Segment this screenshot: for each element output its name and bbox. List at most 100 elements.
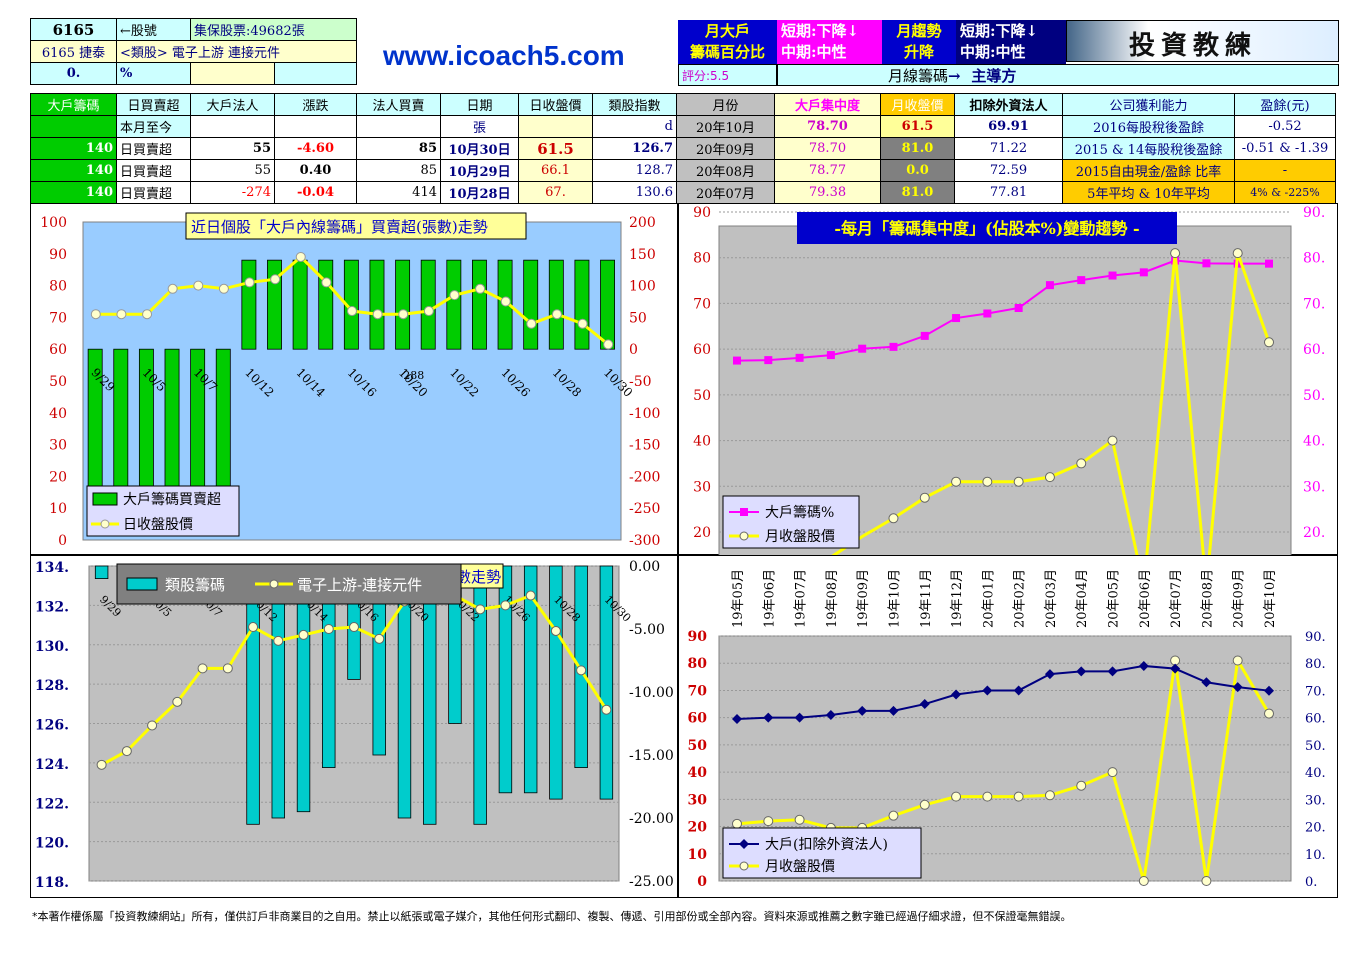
chart-title: 數走勢 [456,568,501,586]
chart-big-ex-foreign: 19年05月 19年06月 19年07月 19年08月 19年09月 19年10月 19年1… [688,569,1326,890]
point [888,705,899,716]
col-inst: 大戶法人 [190,93,275,116]
point [193,280,204,291]
col-conc: 大戶集中度 [774,93,881,116]
point [889,342,898,351]
point [347,306,357,317]
y-tick-left: 30 [49,438,67,454]
row3-date: 10月28日 [440,181,519,204]
point [244,277,255,288]
legend-swatch-bar [126,577,158,591]
bar [548,259,564,350]
x-tick-label: 19年08月 [825,569,840,628]
website-link[interactable]: www.icoach5.com [383,40,625,71]
y-tick-left: 0 [697,874,707,890]
bar [600,259,615,350]
y-tick-left: 100 [40,215,67,231]
col-idx: 類股指數 [592,93,677,116]
y-tick-right: 80. [1305,657,1326,672]
point [1076,666,1087,677]
col-daily: 日買賣超 [116,93,191,116]
series-line [736,259,1269,362]
point [1044,790,1055,801]
bar [472,259,487,350]
point [577,318,588,329]
point [1170,248,1181,259]
point [1170,663,1181,674]
point [500,600,511,611]
point [142,309,153,320]
y-tick-right: 10. [1305,848,1326,863]
profit1-value: -0.51 & -1.39 [1234,137,1336,160]
m2-month: 20年08月 [676,159,775,182]
bar [94,565,109,580]
point [349,622,359,633]
chart-big-holders-daily: 0 10 20 30 40 50 60 70 80 90 100 -300 -250 -200 -150 -1… [40,212,660,549]
point [374,633,385,644]
profit2-value: - [1234,159,1336,182]
chart-monthly-concentration: 20 30 40 50 60 70 80 90 20. 30. 40. 50. 60. 70. 80. 90.… [693,205,1325,557]
logo: 投資教練 [1129,31,1258,61]
footer-note: *本著作權係屬「投資教練網站」所有，僅供訂戶非商業目的之自用。禁止以紙張或電子媒… [32,910,1072,923]
point [273,635,284,646]
row1-inst: 55 [190,137,275,160]
y-tick-right: -20.00 [629,811,674,827]
point [982,476,993,487]
point [1265,259,1273,268]
y-tick-right: 70. [1303,296,1325,312]
series-line [736,656,1271,882]
point [982,791,993,802]
y-tick-right: 70. [1305,684,1326,699]
point [323,624,334,634]
point [857,705,868,716]
x-tick-label: 20年02月 [1013,569,1028,628]
row1-net: 85 [356,137,441,160]
y-tick-right: -300 [629,533,660,549]
m3-close: 81.0 [880,181,955,204]
point [222,663,233,674]
point [794,712,805,723]
col-month: 月份 [676,93,775,116]
point [888,810,899,821]
point [398,309,409,320]
y-tick-left: 70 [688,683,708,699]
y-tick-left: 80 [693,251,711,267]
point [1107,435,1118,446]
row0-net [356,115,441,138]
data-grid: 大戶籌碼 日買賣超 大戶法人 漲跌 法人買賣 日期 日收盤價 類股指數 月份 大… [30,93,1336,204]
y-tick-left: 132. [35,599,69,615]
profit0-label: 2016每股稅後盈餘 [1062,115,1235,138]
y-tick-right: 200 [629,215,656,231]
col-eps: 盈餘(元) [1234,93,1336,116]
legend-label: 大戶籌碼% [765,505,834,521]
x-tick-label: 19年07月 [794,569,809,628]
point [1138,876,1149,886]
point [167,283,178,294]
legend-label: 月收盤股價 [765,858,835,875]
y-tick-left: 90 [693,205,711,221]
point [551,309,562,320]
row0-inst [190,115,275,138]
point [825,709,836,720]
bar [420,259,436,350]
y-tick-left: 50 [688,738,708,754]
point [576,665,587,676]
y-tick-right: 20. [1303,525,1325,541]
point [1264,337,1274,348]
y-tick-right: 30. [1303,479,1325,495]
row3-idx: 130.6 [592,181,677,204]
point [764,356,773,365]
point [423,306,434,317]
stock-code: 6165 [30,18,117,41]
x-tick-label: 20年09月 [1232,569,1247,628]
bar [292,259,308,350]
bar [395,259,411,350]
y-tick-left: 40 [693,434,711,450]
point [1264,685,1274,696]
point [1107,767,1118,778]
y-tick-right: -150 [629,438,660,454]
point [1044,472,1055,483]
y-tick-right: 60. [1305,712,1326,727]
point [449,290,460,301]
bar [423,565,437,825]
